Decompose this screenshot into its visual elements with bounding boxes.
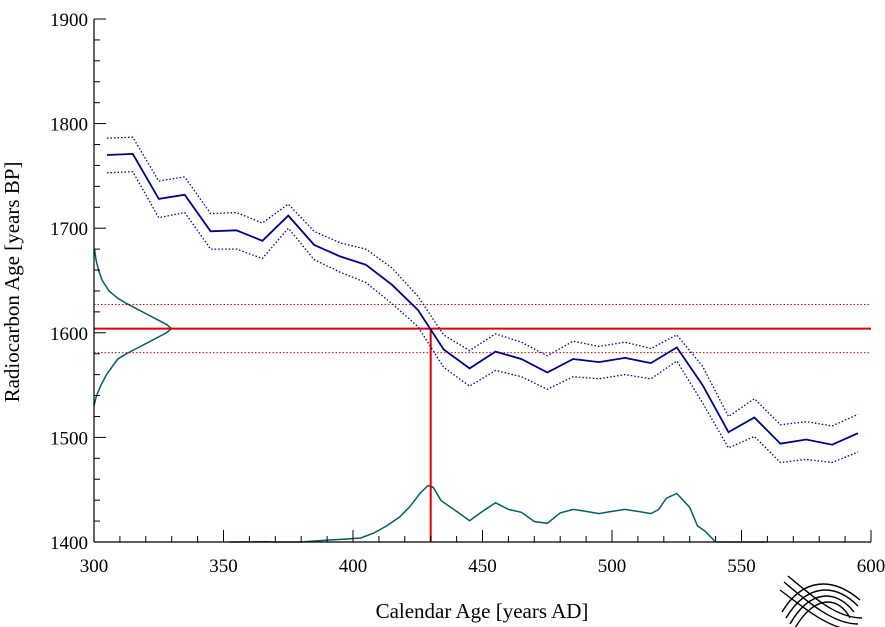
x-tick-label: 450	[468, 556, 497, 577]
x-tick-label: 300	[80, 556, 109, 577]
x-axis-title: Calendar Age [years AD]	[376, 599, 589, 623]
y-tick-label: 1900	[50, 10, 88, 31]
y-tick-label: 1800	[50, 115, 88, 136]
series-layer	[93, 136, 871, 543]
x-tick-label: 550	[727, 556, 756, 577]
y-axis-title: Radiocarbon Age [years BP]	[0, 162, 24, 403]
calibrated-distribution-line	[228, 484, 768, 543]
y-tick-label: 1700	[50, 219, 88, 240]
calibration-curve-line	[106, 152, 859, 446]
x-tick-label: 500	[598, 556, 627, 577]
x-tick-label: 350	[209, 556, 238, 577]
x-tick-label: 400	[339, 556, 368, 577]
y-tick-label: 1400	[50, 533, 88, 554]
axes-layer	[93, 18, 872, 543]
measurement-distribution-line	[93, 248, 173, 407]
calibration-lower-bound-line	[106, 171, 859, 464]
x-tick-label: 600	[857, 556, 885, 577]
y-tick-label: 1500	[50, 428, 88, 449]
calibration-upper-bound-line	[106, 136, 859, 427]
tick-labels-layer: 300 350 400 450 500 550 600 1400 1500 1600 1700 180…	[50, 10, 885, 577]
logo-icon	[779, 575, 863, 627]
y-tick-label: 1600	[50, 324, 88, 345]
